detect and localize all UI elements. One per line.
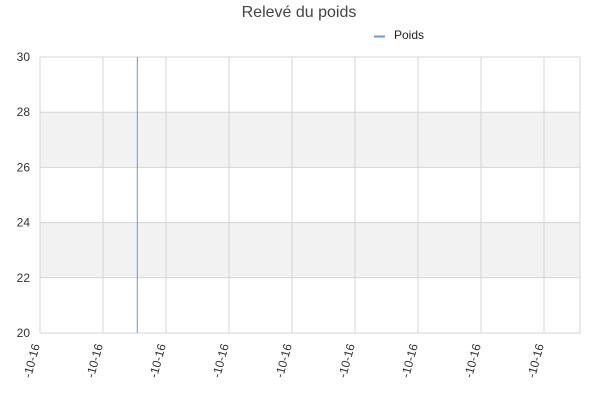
y-tick-label: 24 <box>17 216 31 230</box>
grid-band <box>40 112 580 168</box>
x-tick-label: -10-16 <box>272 342 295 379</box>
y-tick-label: 28 <box>17 105 31 119</box>
chart-title: Relevé du poids <box>242 4 357 21</box>
x-tick-label: -10-16 <box>524 342 547 379</box>
y-tick-label: 26 <box>17 160 31 174</box>
x-tick-label: -10-16 <box>398 342 421 379</box>
x-tick-label: -10-16 <box>209 342 232 379</box>
x-tick-label: -10-16 <box>83 342 106 379</box>
legend: Poids <box>374 28 424 42</box>
y-tick-label: 30 <box>17 50 31 64</box>
x-tick-label: -10-16 <box>335 342 358 379</box>
grid-band <box>40 222 580 278</box>
y-tick-label: 20 <box>17 326 31 340</box>
y-tick-label: 22 <box>17 271 31 285</box>
x-tick-label: -10-16 <box>146 342 169 379</box>
legend-label-poids: Poids <box>394 28 424 42</box>
plot-area: 20 22 24 26 28 30 -10-16 -10-16 -10-16 -10-16 -10-… <box>17 50 581 379</box>
x-tick-label: -10-16 <box>461 342 484 379</box>
x-tick-label: -10-16 <box>20 342 43 379</box>
